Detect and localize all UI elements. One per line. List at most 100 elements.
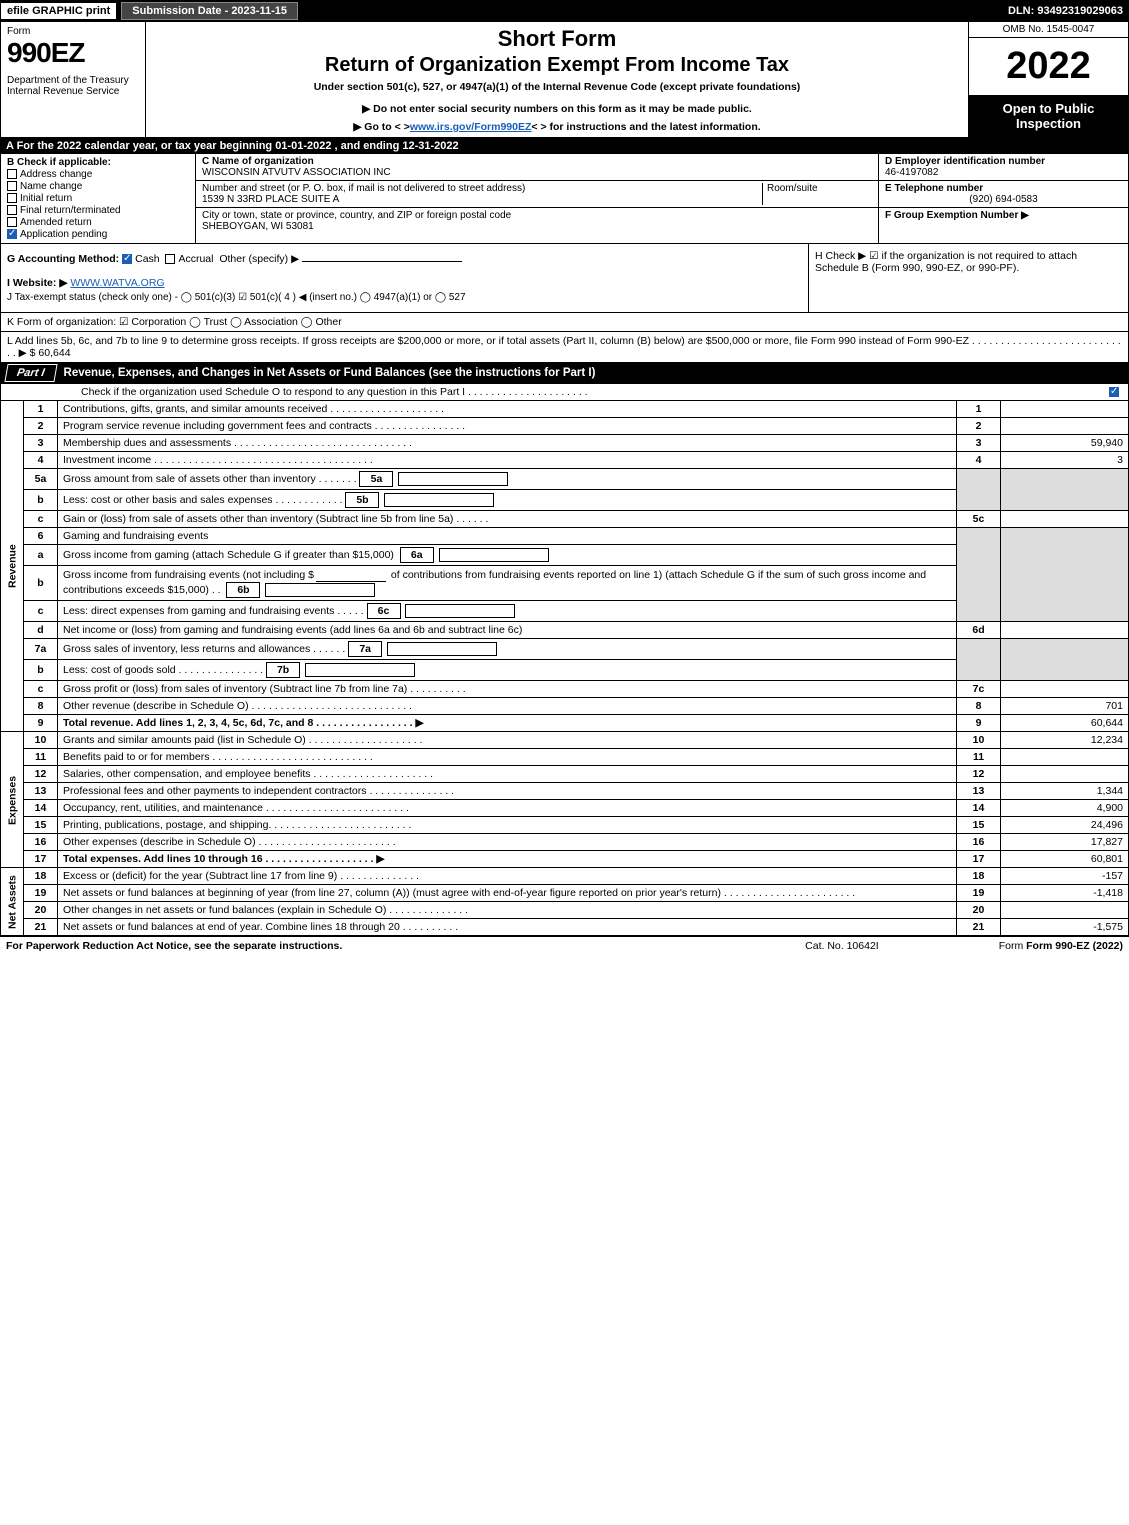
h-schedule-b: H Check ▶ ☑ if the organization is not r… [808,244,1128,312]
chk-cash[interactable] [122,254,132,264]
submission-date: Submission Date - 2023-11-15 [121,2,298,20]
telephone-value: (920) 694-0583 [885,194,1122,205]
l7a-input[interactable] [387,642,497,656]
lbl-other: Other (specify) ▶ [219,253,299,265]
l3-ref: 3 [957,435,1001,452]
lbl-address-change: Address change [20,169,92,180]
l6b-input[interactable] [265,583,375,597]
l3-val: 59,940 [1001,435,1129,452]
l18-ref: 18 [957,868,1001,885]
l5b-input[interactable] [384,493,494,507]
l6d-desc: Net income or (loss) from gaming and fun… [58,622,957,639]
goto-pre: ▶ Go to [353,121,394,133]
chk-application-pending[interactable] [7,229,17,239]
efile-print-button[interactable]: efile GRAPHIC print [0,2,117,20]
l16-ref: 16 [957,834,1001,851]
city-label: City or town, state or province, country… [202,210,872,221]
l7b-input[interactable] [305,663,415,677]
l5c-val [1001,511,1129,528]
l6b-desc: Gross income from fundraising events (no… [58,566,957,601]
l2-num: 2 [24,418,58,435]
street-label: Number and street (or P. O. box, if mail… [202,183,762,194]
l15-desc: Printing, publications, postage, and shi… [58,817,957,834]
title-donot: ▶ Do not enter social security numbers o… [154,103,960,115]
chk-address-change[interactable] [7,169,17,179]
l6a-input[interactable] [439,548,549,562]
l11-val [1001,749,1129,766]
l11-num: 11 [24,749,58,766]
l13-val: 1,344 [1001,783,1129,800]
l2-val [1001,418,1129,435]
website-link[interactable]: WWW.WATVA.ORG [70,277,164,289]
l6b-text1: Gross income from fundraising events (no… [63,569,314,581]
l17-text: Total expenses. Add lines 10 through 16 … [63,853,384,865]
title-under: Under section 501(c), 527, or 4947(a)(1)… [154,81,960,93]
omb-number: OMB No. 1545-0047 [969,22,1128,38]
chk-final-return[interactable] [7,205,17,215]
l3-desc: Membership dues and assessments . . . . … [58,435,957,452]
part-1-title: Revenue, Expenses, and Changes in Net As… [64,367,596,379]
l14-ref: 14 [957,800,1001,817]
lbl-amended-return: Amended return [20,217,92,228]
l6a-desc: Gross income from gaming (attach Schedul… [58,545,957,566]
chk-accrual[interactable] [165,254,175,264]
l11-ref: 11 [957,749,1001,766]
l4-desc: Investment income . . . . . . . . . . . … [58,452,957,469]
l17-ref: 17 [957,851,1001,868]
footer-cat: Cat. No. 10642I [805,940,879,952]
ein-value: 46-4197082 [885,167,938,178]
l5a-input[interactable] [398,472,508,486]
l13-num: 13 [24,783,58,800]
l10-desc: Grants and similar amounts paid (list in… [58,732,957,749]
street-val: 1539 N 33RD PLACE SUITE A [202,194,762,205]
l5c-num: c [24,511,58,528]
city-val: SHEBOYGAN, WI 53081 [202,221,872,232]
part-1-label: Part I [4,364,57,382]
l1-desc: Contributions, gifts, grants, and simila… [58,401,957,418]
l12-val [1001,766,1129,783]
l8-desc: Other revenue (describe in Schedule O) .… [58,698,957,715]
l13-desc: Professional fees and other payments to … [58,783,957,800]
l4-ref: 4 [957,452,1001,469]
title-goto: ▶ Go to < >www.irs.gov/Form990EZ< > for … [154,121,960,133]
l8-num: 8 [24,698,58,715]
l20-num: 20 [24,902,58,919]
l21-desc: Net assets or fund balances at end of ye… [58,919,957,936]
chk-amended-return[interactable] [7,217,17,227]
b-title: B Check if applicable: [7,157,111,168]
l8-ref: 8 [957,698,1001,715]
l6d-val [1001,622,1129,639]
l7a-text: Gross sales of inventory, less returns a… [63,643,345,655]
l6-num: 6 [24,528,58,545]
f-label: F Group Exemption Number ▶ [885,210,1029,221]
chk-name-change[interactable] [7,181,17,191]
l14-val: 4,900 [1001,800,1129,817]
footer-formref: Form Form 990-EZ (2022) [999,940,1123,952]
l5b-text: Less: cost or other basis and sales expe… [63,494,343,506]
tax-year: 2022 [969,38,1128,95]
l5b-num: b [24,490,58,511]
l15-ref: 15 [957,817,1001,834]
l6a-num: a [24,545,58,566]
gh-left: G Accounting Method: Cash Accrual Other … [1,244,808,312]
lbl-accrual: Accrual [178,253,213,265]
l1-val [1001,401,1129,418]
part-1-sub-text: Check if the organization used Schedule … [81,386,588,398]
l9-desc: Total revenue. Add lines 1, 2, 3, 4, 5c,… [58,715,957,732]
org-name: WISCONSIN ATVUTV ASSOCIATION INC [202,167,872,178]
g-label: G Accounting Method: [7,253,119,265]
goto-post: for instructions and the latest informat… [547,121,761,133]
l6c-input[interactable] [405,604,515,618]
l9-text: Total revenue. Add lines 1, 2, 3, 4, 5c,… [63,717,424,729]
goto-link[interactable]: www.irs.gov/Form990EZ [410,121,532,133]
l21-num: 21 [24,919,58,936]
chk-schedule-o-part1[interactable] [1109,387,1119,397]
l6b-amount-input[interactable] [316,568,386,582]
chk-initial-return[interactable] [7,193,17,203]
l7a-num: 7a [24,639,58,660]
col-c-org-info: C Name of organization WISCONSIN ATVUTV … [196,154,878,243]
other-specify-input[interactable] [302,261,462,262]
open-inspection: Open to Public Inspection [969,95,1128,137]
l6c-num: c [24,601,58,622]
l12-num: 12 [24,766,58,783]
